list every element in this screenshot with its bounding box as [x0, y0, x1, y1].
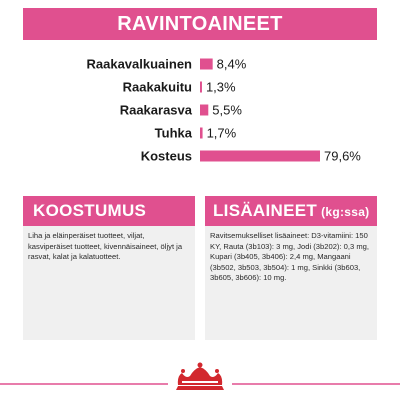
additives-unit: (kg:ssa) — [321, 205, 370, 219]
additives-title: LISÄAINEET — [213, 201, 318, 220]
bar — [200, 58, 213, 70]
footer — [0, 362, 400, 390]
category-label: Raakarasva — [120, 103, 193, 118]
crown-icon — [176, 362, 224, 390]
value-label: 8,4% — [217, 57, 247, 72]
value-label: 1,3% — [206, 80, 236, 95]
additives-text: Ravitsemukselliset lisäaineet: D3-vitami… — [205, 226, 377, 340]
crown-band — [182, 381, 218, 383]
bar — [200, 127, 203, 139]
section-title-composition: KOOSTUMUS — [23, 196, 195, 226]
composition-text: Liha ja eläinperäiset tuotteet, viljat, … — [23, 226, 195, 340]
bar — [200, 104, 209, 116]
value-label: 1,7% — [207, 126, 237, 141]
category-label: Raakakuitu — [123, 80, 192, 95]
category-label: Kosteus — [141, 149, 192, 164]
section-title-additives: LISÄAINEET (kg:ssa) — [205, 196, 377, 226]
category-label: Raakavalkuainen — [86, 57, 192, 72]
category-label: Tuhka — [155, 126, 193, 141]
value-label: 79,6% — [324, 149, 361, 164]
section-title-nutrients: RAVINTOAINEET — [23, 8, 377, 40]
bar — [200, 150, 320, 162]
value-label: 5,5% — [212, 103, 242, 118]
bar — [200, 81, 202, 93]
